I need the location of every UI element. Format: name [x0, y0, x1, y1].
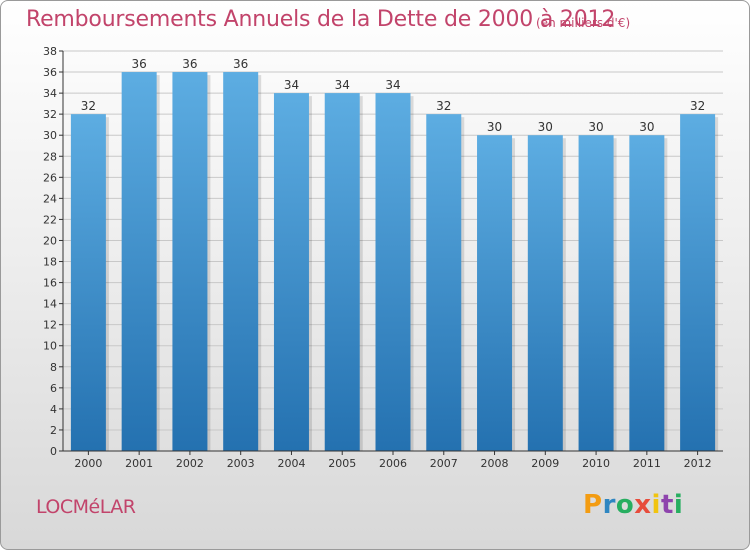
y-tick-label: 38 — [43, 45, 57, 58]
proxiti-logo[interactable]: Proxiti — [583, 490, 683, 520]
data-label: 32 — [81, 99, 96, 113]
x-tick-label: 2000 — [74, 457, 102, 470]
logo-letter: i — [673, 490, 684, 520]
logo-letter: o — [615, 490, 635, 520]
bar — [121, 72, 157, 451]
logo-letter: P — [583, 490, 603, 520]
y-tick-label: 18 — [43, 256, 57, 269]
y-tick-label: 16 — [43, 277, 57, 290]
y-tick-label: 0 — [50, 445, 57, 458]
y-tick-label: 12 — [43, 319, 57, 332]
data-label: 32 — [436, 99, 451, 113]
bars: 32 36 36 36 34 34 34 32 30 30 30 30 32 — [70, 57, 719, 452]
y-tick-label: 6 — [50, 382, 57, 395]
data-label: 36 — [182, 57, 197, 71]
data-label: 30 — [639, 120, 654, 134]
data-label: 32 — [690, 99, 705, 113]
data-label: 36 — [132, 57, 147, 71]
data-label: 34 — [335, 78, 350, 92]
y-tick-label: 14 — [43, 298, 57, 311]
x-tick-label: 2003 — [227, 457, 255, 470]
bar — [324, 93, 360, 452]
data-label: 34 — [284, 78, 299, 92]
x-tick-label: 2007 — [430, 457, 458, 470]
data-label: 36 — [233, 57, 248, 71]
y-tick-label: 22 — [43, 213, 57, 226]
logo-letter: t — [660, 490, 674, 520]
y-tick-label: 8 — [50, 361, 57, 374]
y-tick-label: 2 — [50, 424, 57, 437]
y-tick-label: 28 — [43, 150, 57, 163]
y-tick-label: 32 — [43, 108, 57, 121]
chart-title: Remboursements Annuels de la Dette de 20… — [26, 7, 616, 32]
logo-letter: r — [602, 490, 616, 520]
bar — [426, 114, 462, 451]
data-label: 34 — [385, 78, 400, 92]
x-tick-label: 2012 — [684, 457, 712, 470]
x-tick-label: 2006 — [379, 457, 407, 470]
x-tick-label: 2004 — [277, 457, 305, 470]
x-tick-label: 2011 — [633, 457, 661, 470]
y-tick-label: 26 — [43, 171, 57, 184]
bar — [223, 72, 259, 451]
bar — [680, 114, 716, 451]
logo-letter: i — [651, 490, 661, 520]
x-tick-label: 2005 — [328, 457, 356, 470]
bar — [172, 72, 208, 451]
data-label: 30 — [588, 120, 603, 134]
x-tick-label: 2008 — [481, 457, 509, 470]
commune-name: LOCMéLAR — [36, 496, 136, 518]
y-tick-label: 24 — [43, 192, 57, 205]
x-tick-label: 2002 — [176, 457, 204, 470]
x-tick-label: 2010 — [582, 457, 610, 470]
y-tick-label: 36 — [43, 66, 57, 79]
logo-letter: x — [634, 490, 652, 520]
y-tick-label: 30 — [43, 129, 57, 142]
data-label: 30 — [487, 120, 502, 134]
bar — [477, 135, 513, 452]
x-tick-label: 2009 — [531, 457, 559, 470]
bar — [578, 135, 614, 452]
y-tick-label: 34 — [43, 87, 57, 100]
y-tick-label: 4 — [50, 403, 57, 416]
y-tick-label: 20 — [43, 234, 57, 247]
bar — [375, 93, 411, 452]
x-tick-label: 2001 — [125, 457, 153, 470]
chart-subtitle: (en milliers d'€) — [536, 16, 631, 30]
bar — [629, 135, 665, 452]
bar — [273, 93, 309, 452]
bar — [527, 135, 563, 452]
data-label: 30 — [538, 120, 553, 134]
bar — [70, 114, 106, 451]
y-tick-label: 10 — [43, 340, 57, 353]
